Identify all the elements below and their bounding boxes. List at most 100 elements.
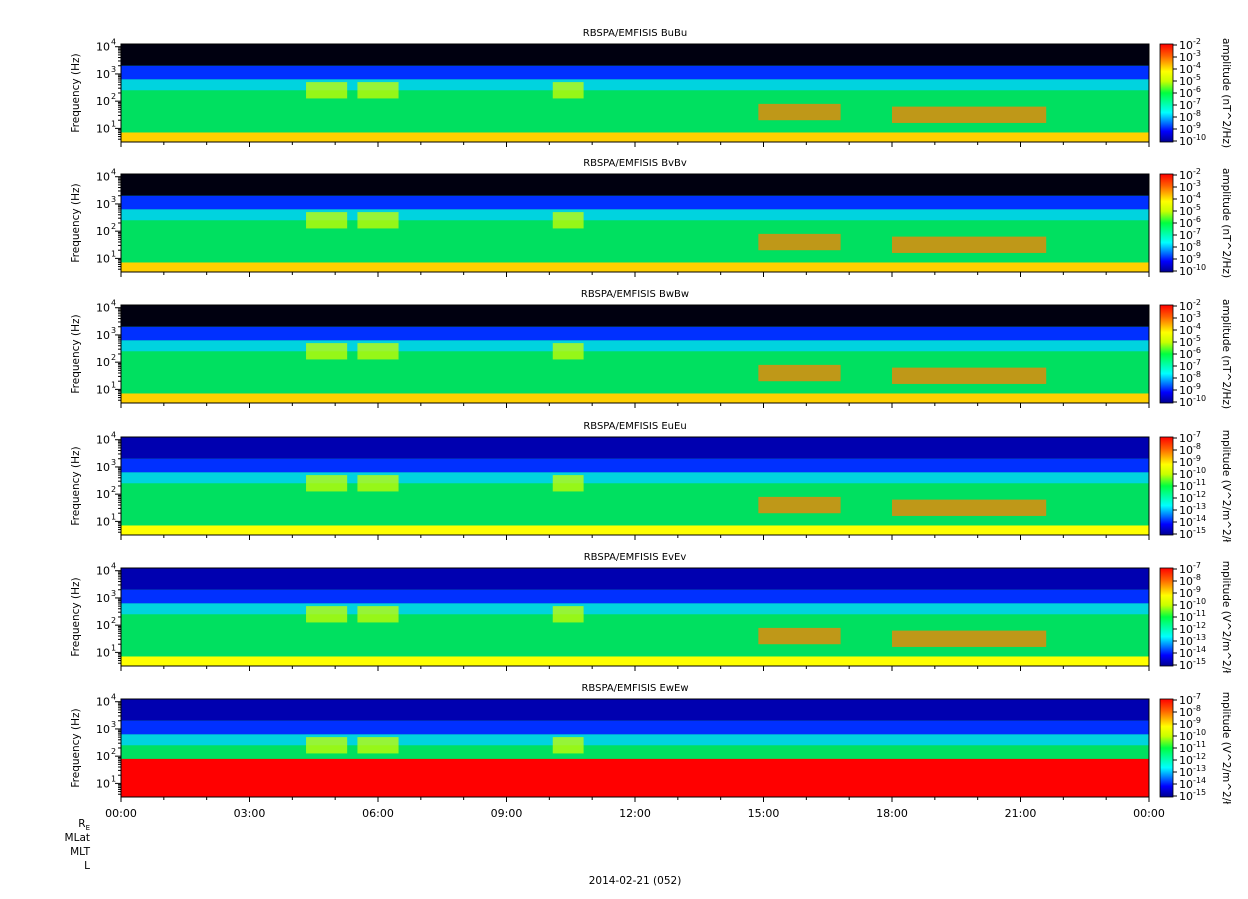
colorbar-tick-label: 10 — [1179, 694, 1193, 707]
x-tick-label: 00:00 — [1133, 807, 1165, 820]
ephemeris-label-re: RE — [78, 818, 90, 833]
colorbar-tick-exponent: -7 — [1193, 692, 1201, 701]
colorbar-tick-label: 10 — [1179, 516, 1193, 529]
y-axis-label: Frequency (Hz) — [70, 183, 82, 262]
colorbar-tick-label: 10 — [1179, 766, 1193, 779]
colorbar-tick-exponent: -4 — [1193, 322, 1201, 331]
colorbar-tick-exponent: -12 — [1193, 752, 1206, 761]
colorbar — [1159, 698, 1174, 798]
panel-title: RBSPA/EMFISIS EuEu — [583, 421, 686, 432]
colorbar-tick-exponent: -10 — [1193, 728, 1206, 737]
x-tick-label: 15:00 — [748, 807, 780, 820]
colorbar-tick-exponent: -7 — [1193, 561, 1201, 570]
colorbar-tick-label: 10 — [1179, 348, 1193, 361]
colorbar-tick-label: 10 — [1179, 432, 1193, 445]
y-tick-label: 10 — [96, 696, 110, 709]
colorbar-label: mplitude (V^2/m^2/ł — [1220, 692, 1232, 805]
colorbar-tick-label: 10 — [1179, 396, 1193, 409]
colorbar-tick-exponent: -9 — [1193, 716, 1201, 725]
colorbar-tick-label: 10 — [1179, 312, 1193, 325]
spectrogram-emission — [892, 236, 1047, 253]
colorbar-tick-label: 10 — [1179, 63, 1193, 76]
colorbar-tick-label: 10 — [1179, 599, 1193, 612]
y-axis-label: Frequency (Hz) — [70, 446, 82, 525]
colorbar-tick-label: 10 — [1179, 39, 1193, 52]
spectrogram-blue-band — [121, 589, 1149, 604]
spectrogram-low-band — [121, 656, 1149, 666]
spectrogram-emission — [552, 212, 584, 229]
colorbar-tick-exponent: -10 — [1193, 466, 1206, 475]
colorbar-tick-label: 10 — [1179, 265, 1193, 278]
colorbar-tick-exponent: -13 — [1193, 764, 1206, 773]
y-tick-label: 10 — [96, 434, 110, 447]
colorbar-tick-exponent: -9 — [1193, 251, 1201, 260]
spectrogram-upper-band — [121, 437, 1149, 459]
spectrogram-cyan-band — [121, 340, 1149, 352]
spectrogram-emission — [892, 367, 1047, 384]
spectrogram-emission — [552, 82, 584, 99]
y-tick-exponent: 1 — [111, 119, 116, 128]
spectrogram-cyan-band — [121, 734, 1149, 746]
colorbar-tick-exponent: -12 — [1193, 490, 1206, 499]
colorbar-label: amplitude (nT^2/Hz) — [1220, 299, 1232, 409]
spectrogram-cyan-band — [121, 209, 1149, 221]
x-tick-label: 03:00 — [234, 807, 266, 820]
colorbar-tick-label: 10 — [1179, 504, 1193, 517]
y-tick-exponent: 4 — [111, 431, 116, 440]
colorbar-tick-exponent: -10 — [1193, 263, 1206, 272]
colorbar-tick-exponent: -5 — [1193, 73, 1201, 82]
y-tick-exponent: 3 — [111, 195, 116, 204]
colorbar-tick-exponent: -8 — [1193, 370, 1201, 379]
spectrogram-emission — [758, 627, 841, 645]
spectrogram-low-band — [121, 262, 1149, 272]
colorbar-tick-label: 10 — [1179, 492, 1193, 505]
colorbar-tick-exponent: -6 — [1193, 85, 1201, 94]
spectrogram-low-band — [121, 132, 1149, 142]
spectrogram-blue-band — [121, 326, 1149, 341]
spectrogram-emission — [552, 475, 584, 492]
colorbar-tick-label: 10 — [1179, 706, 1193, 719]
x-tick-label: 12:00 — [619, 807, 651, 820]
colorbar-tick-exponent: -13 — [1193, 633, 1206, 642]
colorbar-tick-label: 10 — [1179, 528, 1193, 541]
colorbar-label: amplitude (nT^2/Hz) — [1220, 38, 1232, 148]
panel-title: RBSPA/EMFISIS EwEw — [581, 683, 688, 694]
colorbar-tick-exponent: -15 — [1193, 526, 1206, 535]
colorbar-tick-exponent: -12 — [1193, 621, 1206, 630]
colorbar-tick-label: 10 — [1179, 87, 1193, 100]
y-tick-exponent: 2 — [111, 485, 116, 494]
colorbar-tick-exponent: -9 — [1193, 454, 1201, 463]
colorbar-tick-label: 10 — [1179, 181, 1193, 194]
spectrogram-emission — [306, 737, 348, 754]
colorbar-tick-exponent: -14 — [1193, 645, 1206, 654]
colorbar-tick-exponent: -8 — [1193, 109, 1201, 118]
colorbar-tick-exponent: -15 — [1193, 788, 1206, 797]
colorbar-tick-exponent: -7 — [1193, 358, 1201, 367]
y-tick-exponent: 4 — [111, 38, 116, 47]
colorbar-tick-exponent: -14 — [1193, 514, 1206, 523]
spectrogram-upper-band — [121, 699, 1149, 721]
y-tick-label: 10 — [96, 41, 110, 54]
colorbar-tick-exponent: -5 — [1193, 203, 1201, 212]
y-tick-exponent: 4 — [111, 562, 116, 571]
colorbar — [1159, 173, 1174, 273]
colorbar-tick-exponent: -11 — [1193, 478, 1206, 487]
colorbar-tick-exponent: -9 — [1193, 585, 1201, 594]
colorbar-tick-label: 10 — [1179, 324, 1193, 337]
spectrogram-low-band — [121, 758, 1149, 797]
y-tick-label: 10 — [96, 619, 110, 632]
spectrogram-cyan-band — [121, 603, 1149, 615]
colorbar-tick-exponent: -7 — [1193, 430, 1201, 439]
colorbar-tick-exponent: -11 — [1193, 609, 1206, 618]
colorbar — [1159, 43, 1174, 143]
colorbar-label: mplitude (V^2/m^2/ł — [1220, 430, 1232, 543]
spectrogram-blue-band — [121, 720, 1149, 735]
colorbar-tick-label: 10 — [1179, 456, 1193, 469]
